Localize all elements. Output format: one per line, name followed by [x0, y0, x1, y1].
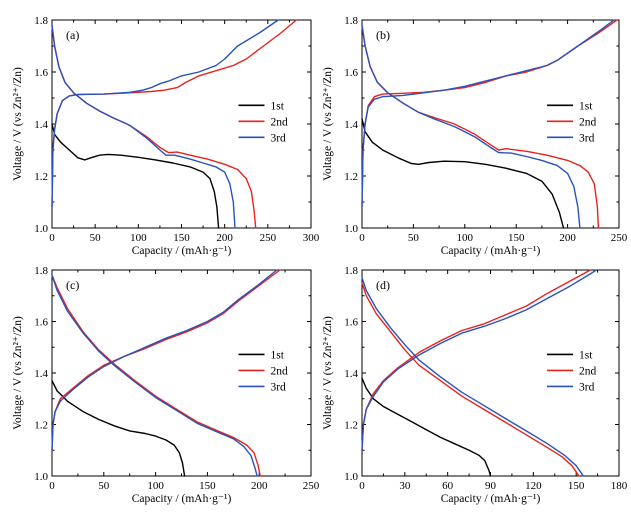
series-line-1st-a	[361, 377, 492, 477]
y-tick-label: 1.6	[34, 67, 48, 79]
y-tick-label: 1.4	[344, 119, 358, 131]
x-tick-label: 300	[303, 232, 320, 244]
series-line-1st-a	[51, 380, 186, 477]
x-tick-label: 100	[147, 480, 164, 492]
series-line-3rd-b	[51, 24, 236, 229]
series-line-2nd-a	[51, 269, 281, 451]
legend-label-1st: 1st	[270, 349, 284, 361]
legend-label-3rd: 3rd	[579, 381, 595, 393]
x-tick-label: 100	[457, 232, 474, 244]
series-line-2nd-a	[361, 19, 618, 208]
x-tick-label: 120	[525, 480, 542, 492]
y-tick-label: 1.6	[344, 67, 358, 79]
x-tick-label: 250	[260, 232, 277, 244]
series-line-2nd-a	[361, 269, 592, 451]
y-tick-label: 1.0	[34, 223, 48, 235]
x-tick-label: 0	[359, 232, 365, 244]
legend-label-1st: 1st	[579, 100, 593, 112]
y-tick-label: 1.2	[34, 420, 48, 432]
series-line-2nd-b	[51, 274, 261, 477]
series-line-3rd-a	[51, 19, 279, 208]
series-line-2nd-b	[51, 24, 257, 229]
y-tick-label: 1.0	[344, 471, 358, 483]
x-tick-label: 250	[303, 480, 320, 492]
y-tick-label: 1.4	[344, 368, 358, 380]
legend-label-1st: 1st	[579, 349, 593, 361]
x-tick-label: 90	[485, 480, 497, 492]
y-tick-label: 1.4	[34, 368, 48, 380]
y-tick-label: 1.0	[344, 223, 358, 235]
x-tick-label: 150	[199, 480, 216, 492]
series-line-3rd-a	[361, 19, 615, 208]
panel-label: (b)	[376, 28, 390, 42]
x-tick-label: 200	[559, 232, 576, 244]
y-axis-label: Voltage / V (vs Zn²⁺/Zn)	[322, 316, 334, 430]
x-tick-label: 150	[568, 480, 585, 492]
x-axis-label: Capacity / (mAh·g⁻¹)	[441, 493, 541, 505]
y-axis-label: Voltage / V (vs Zn²⁺/Zn)	[322, 67, 334, 181]
y-tick-label: 1.4	[34, 119, 48, 131]
legend-label-2nd: 2nd	[579, 365, 597, 377]
series-line-2nd-b	[361, 282, 580, 477]
x-tick-label: 200	[216, 232, 233, 244]
legend-label-2nd: 2nd	[270, 116, 288, 128]
x-tick-label: 50	[90, 232, 102, 244]
y-axis-label: Voltage / V (vs Zn²⁺/Zn)	[12, 316, 24, 430]
x-tick-label: 180	[611, 480, 628, 492]
x-tick-label: 50	[98, 480, 110, 492]
x-axis-label: Capacity / (mAh·g⁻¹)	[132, 245, 232, 257]
series-line-3rd-a	[51, 269, 278, 451]
panel-label: (d)	[376, 278, 390, 292]
y-tick-label: 1.6	[344, 317, 358, 329]
y-tick-label: 1.8	[34, 15, 48, 27]
y-tick-label: 1.6	[34, 317, 48, 329]
x-tick-label: 200	[251, 480, 268, 492]
x-axis-label: Capacity / (mAh·g⁻¹)	[132, 493, 232, 505]
panel-label: (a)	[66, 28, 79, 42]
x-tick-label: 0	[359, 480, 365, 492]
x-tick-label: 30	[399, 480, 411, 492]
y-tick-label: 1.8	[344, 265, 358, 277]
y-tick-label: 1.0	[34, 471, 48, 483]
x-tick-label: 50	[408, 232, 420, 244]
series-line-3rd-b	[361, 277, 584, 477]
x-tick-label: 0	[49, 232, 55, 244]
chart-panel-3: 0 50 100 150 200 250 1.0 1.2 1.4 1.6 1.8 Capacity /…	[12, 265, 320, 505]
chart-panel-1: 0 50 100 150 200 250 300 1.0 1.2 1.4 1.6 1.8 Capacit…	[12, 15, 320, 257]
panel-label: (c)	[66, 278, 79, 292]
legend-label-3rd: 3rd	[270, 381, 286, 393]
x-tick-label: 0	[49, 480, 55, 492]
x-tick-label: 250	[611, 232, 628, 244]
chart-panel-2: 0 50 100 150 200 250 1.0 1.2 1.4 1.6 1.8 Capacity /…	[322, 15, 628, 257]
series-line-1st-a	[361, 118, 565, 229]
y-tick-label: 1.8	[34, 265, 48, 277]
x-tick-label: 150	[508, 232, 525, 244]
y-tick-label: 1.8	[344, 15, 358, 27]
legend-label-3rd: 3rd	[270, 132, 286, 144]
y-tick-label: 1.2	[344, 420, 358, 432]
x-tick-label: 60	[442, 480, 454, 492]
y-axis-label: Voltage / V (vs Zn²⁺/Zn)	[12, 67, 24, 181]
series-line-3rd-b	[51, 274, 258, 477]
y-tick-label: 1.2	[34, 171, 48, 183]
y-tick-label: 1.2	[344, 171, 358, 183]
series-line-3rd-b	[361, 24, 581, 229]
x-tick-label: 150	[173, 232, 190, 244]
x-tick-label: 100	[130, 232, 147, 244]
chart-panel-4: 0 30 60 90 120 150 180 1.0 1.2 1.4 1.6 1.8 Capacity …	[322, 265, 628, 505]
legend-label-2nd: 2nd	[270, 365, 288, 377]
legend-label-3rd: 3rd	[579, 132, 595, 144]
series-line-3rd-a	[361, 269, 597, 451]
legend-label-2nd: 2nd	[579, 116, 597, 128]
series-line-1st-a	[51, 123, 220, 229]
legend-label-1st: 1st	[270, 100, 284, 112]
x-axis-label: Capacity / (mAh·g⁻¹)	[441, 245, 541, 257]
series-line-2nd-a	[51, 19, 297, 208]
